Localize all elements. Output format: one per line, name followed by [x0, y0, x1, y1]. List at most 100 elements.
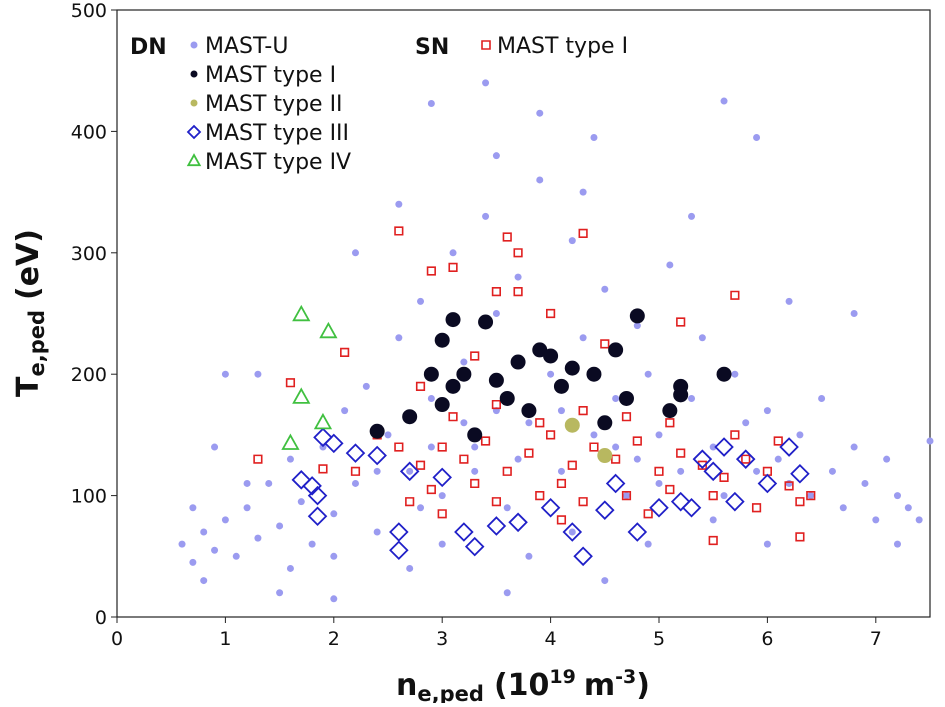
y-tick-label: 500 [71, 0, 107, 22]
point [394, 442, 404, 452]
point [525, 419, 533, 427]
point [456, 366, 472, 382]
legend-label: MAST type IV [205, 150, 351, 175]
legend-label: MAST type II [205, 92, 343, 117]
point [589, 442, 599, 452]
point [438, 492, 446, 500]
point [384, 431, 392, 439]
legend-marker [186, 124, 202, 140]
point [276, 522, 284, 530]
point [449, 249, 457, 257]
point [330, 552, 338, 560]
point [464, 536, 485, 557]
point [471, 467, 479, 475]
point [415, 460, 426, 470]
point [445, 312, 461, 328]
point [785, 479, 793, 487]
point [579, 188, 587, 196]
point [402, 409, 418, 425]
point [633, 455, 641, 463]
point [351, 249, 359, 257]
point [676, 317, 686, 327]
point [567, 460, 577, 470]
point [423, 366, 439, 382]
point [850, 443, 858, 451]
point [302, 476, 322, 496]
point [773, 436, 783, 446]
point [454, 522, 474, 542]
point [806, 490, 816, 501]
point [714, 437, 734, 457]
x-label-end: ) [636, 668, 650, 703]
point [600, 339, 610, 349]
point [662, 403, 678, 419]
legend-marker [481, 40, 491, 50]
point [330, 595, 338, 603]
x-tick-label: 7 [870, 628, 882, 650]
point [590, 431, 598, 439]
point [448, 262, 458, 272]
point [665, 484, 675, 495]
point [510, 354, 526, 370]
point [535, 418, 545, 428]
point [524, 448, 534, 458]
point [286, 455, 294, 463]
point [655, 479, 663, 487]
point [292, 387, 311, 404]
point [471, 443, 479, 451]
point [521, 403, 537, 419]
x-label-sub: e,ped [417, 682, 484, 703]
point [362, 382, 370, 390]
y-axis-label: Te,ped (eV) [11, 229, 49, 397]
point [189, 504, 197, 512]
point [254, 534, 262, 542]
x-label-unit: (10 [494, 668, 549, 703]
point [395, 200, 403, 208]
point [751, 503, 762, 513]
point [340, 347, 350, 357]
point [828, 467, 836, 475]
point [373, 467, 381, 475]
point [595, 500, 615, 520]
point [330, 510, 338, 518]
legend-group-label: SN [415, 35, 449, 60]
point [779, 437, 799, 457]
point [709, 443, 717, 451]
point [633, 322, 641, 330]
point [482, 79, 490, 87]
point [318, 464, 328, 474]
point [514, 273, 522, 281]
x-tick-label: 2 [328, 628, 340, 650]
point [790, 463, 810, 484]
point [536, 176, 544, 184]
point [556, 478, 567, 489]
point [883, 455, 891, 463]
point [612, 394, 620, 402]
point [597, 415, 613, 431]
marks [178, 79, 934, 603]
point [211, 443, 219, 451]
point [654, 466, 664, 476]
point [373, 528, 381, 536]
plot-frame [116, 9, 931, 618]
point [579, 334, 587, 342]
point [265, 479, 273, 487]
point [612, 443, 620, 451]
point [406, 467, 414, 475]
point [243, 479, 251, 487]
point [417, 504, 425, 512]
point [716, 366, 732, 382]
point [445, 378, 461, 394]
x-axis-label: ne,ped (1019 m-3) [396, 666, 650, 703]
point [730, 430, 740, 440]
point [503, 589, 511, 597]
point [644, 540, 652, 548]
point [553, 378, 569, 394]
point [427, 443, 435, 451]
point [673, 387, 689, 403]
point [243, 504, 251, 512]
point [291, 470, 312, 490]
point [601, 285, 609, 293]
point [629, 308, 645, 324]
point [470, 478, 480, 489]
